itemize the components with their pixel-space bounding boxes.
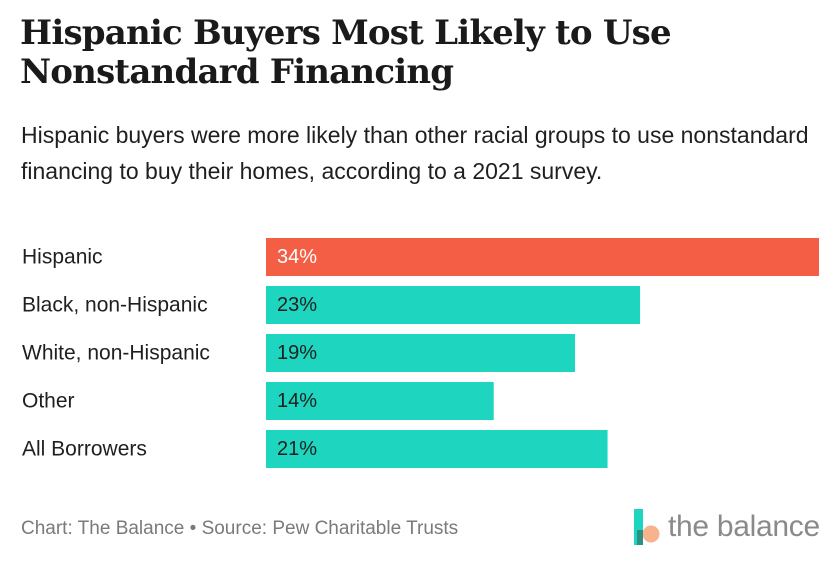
source-credit: Chart: The Balance • Source: Pew Charita…	[21, 518, 459, 539]
bar	[266, 286, 641, 324]
category-label: Hispanic	[22, 246, 103, 269]
balance-logo-icon	[634, 509, 660, 545]
value-label: 19%	[277, 342, 317, 364]
chart-title: Hispanic Buyers Most Likely to Use Nonst…	[20, 13, 672, 92]
category-label: Other	[22, 390, 75, 413]
value-label: 34%	[277, 246, 317, 268]
bar	[266, 382, 494, 420]
bar	[266, 238, 819, 276]
value-label: 21%	[277, 438, 317, 460]
bar-chart: Hispanic 34% Black, non-Hispanic 23% White, …	[22, 238, 819, 468]
value-label: 23%	[277, 294, 317, 316]
category-label: Black, non-Hispanic	[22, 294, 208, 317]
value-label: 14%	[277, 390, 317, 412]
bar	[266, 334, 576, 372]
bar	[266, 430, 608, 468]
logo-wordmark: the balance	[668, 510, 820, 543]
category-label: All Borrowers	[22, 438, 147, 461]
brand-logo: the balance	[634, 509, 820, 545]
chart-subtitle: Hispanic buyers were more likely than ot…	[21, 122, 809, 184]
category-label: White, non-Hispanic	[22, 342, 210, 365]
